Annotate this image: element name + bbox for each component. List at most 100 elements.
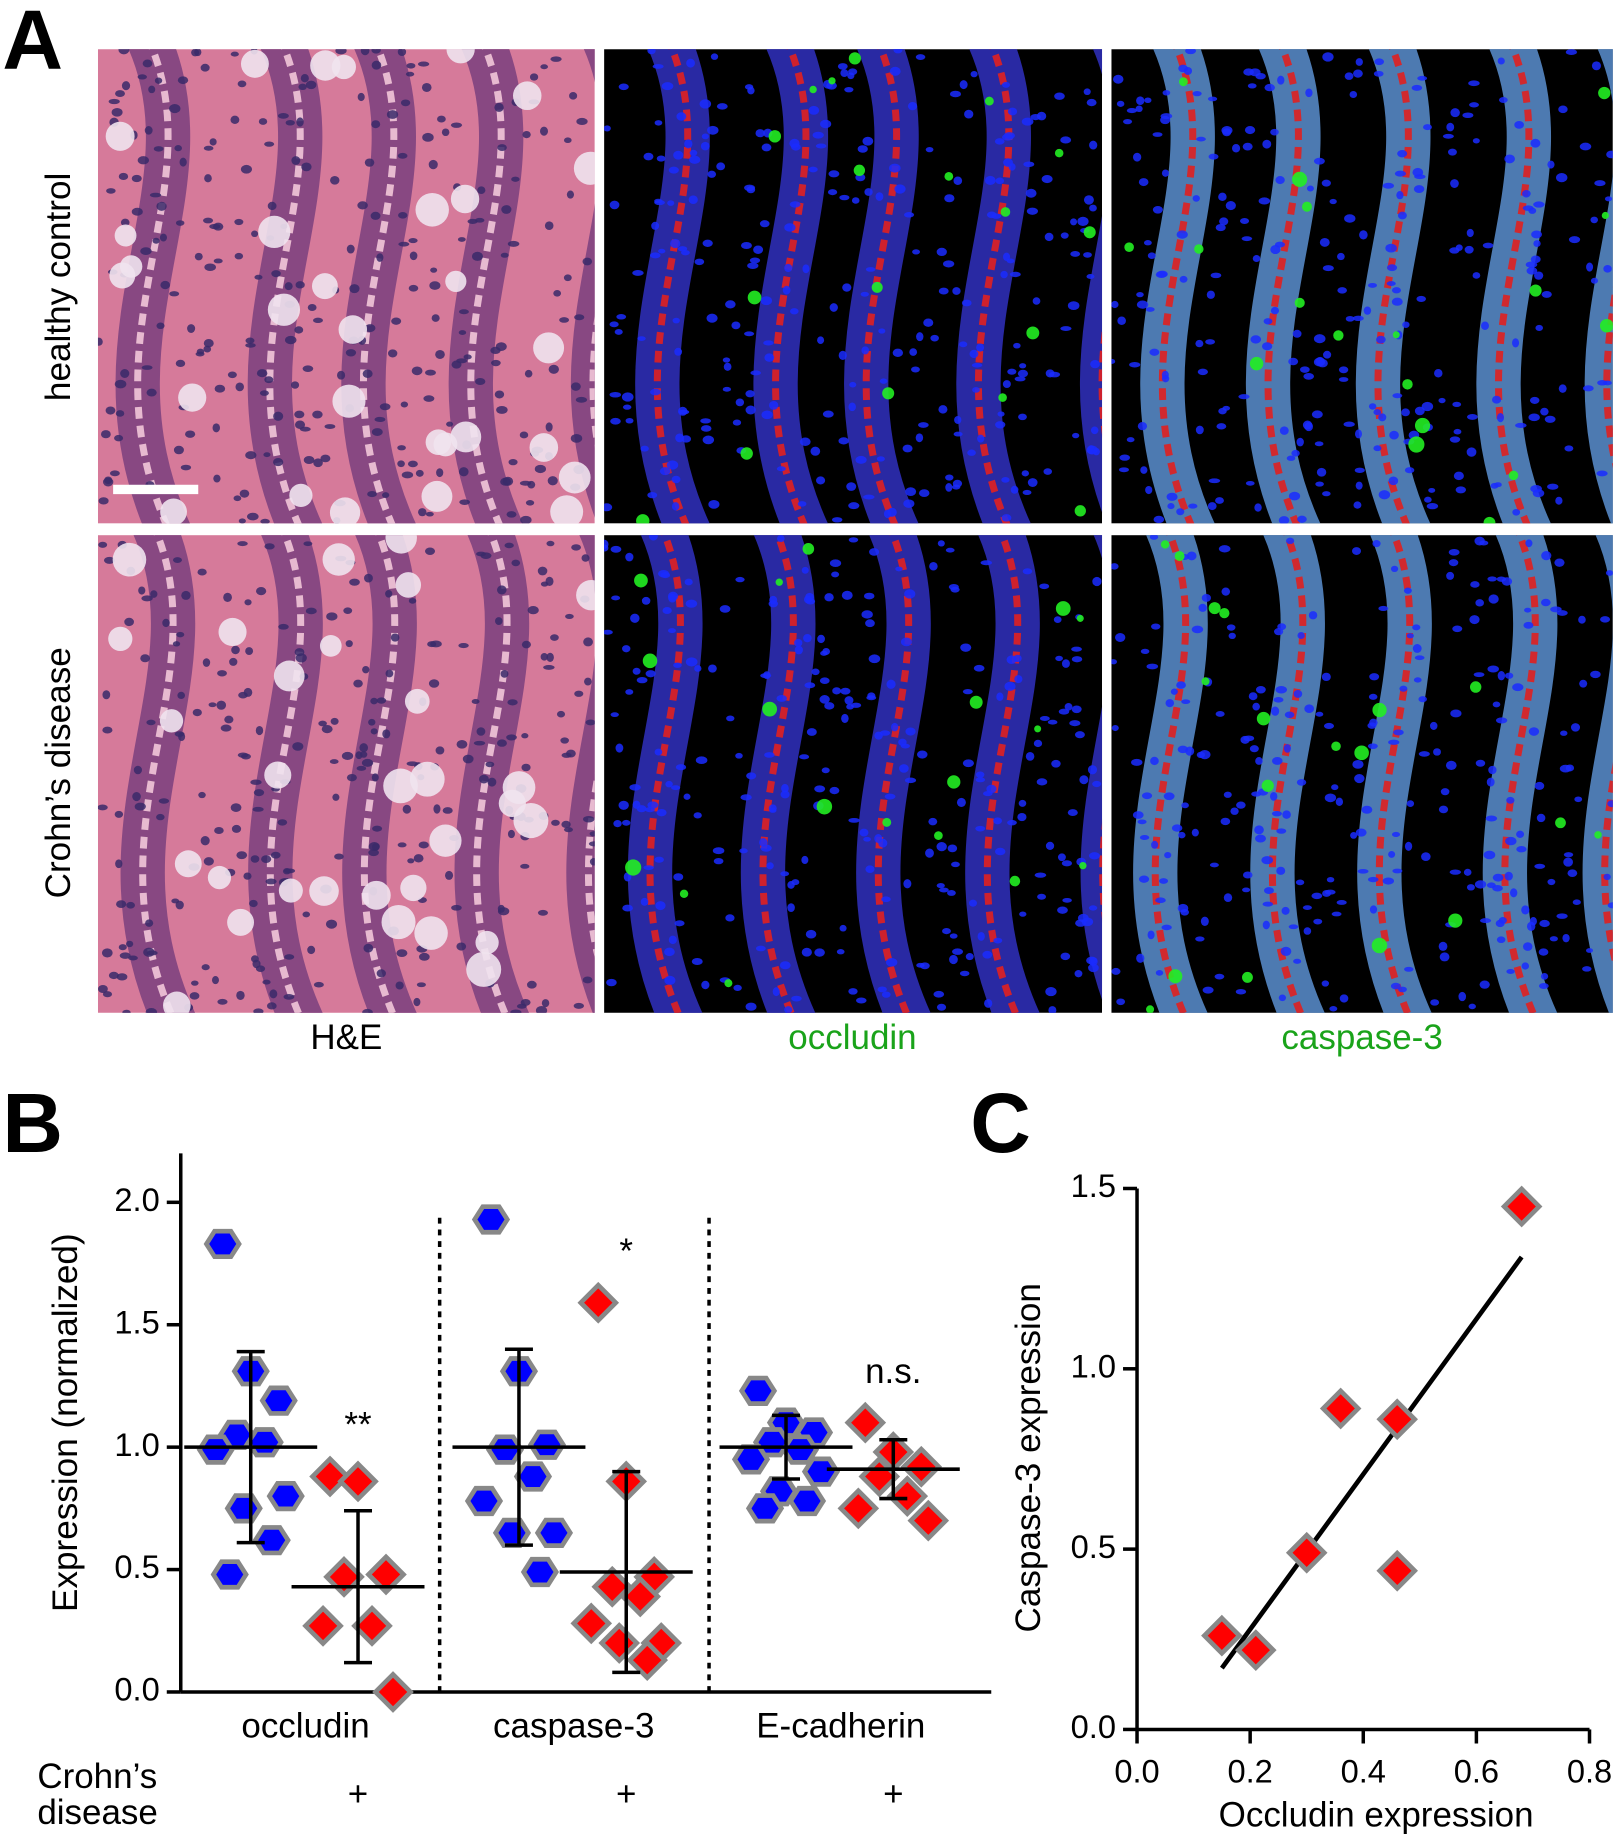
nucleus: [1412, 624, 1421, 631]
nucleus: [1113, 74, 1124, 84]
significance: *: [619, 1232, 633, 1271]
nucleus: [1416, 295, 1426, 302]
cell: [331, 54, 356, 80]
nucleus: [284, 335, 297, 345]
cell: [1201, 677, 1210, 686]
nucleus: [1411, 84, 1423, 91]
nucleus: [700, 425, 712, 432]
nucleus: [780, 871, 790, 877]
nucleus: [1329, 198, 1337, 205]
nucleus: [1603, 265, 1612, 273]
cell: [853, 164, 866, 177]
row-label: healthy control: [39, 173, 78, 401]
nucleus: [141, 365, 153, 370]
cell: [409, 761, 445, 797]
nucleus: [1176, 508, 1185, 516]
cell: [1414, 417, 1431, 434]
nucleus: [1218, 192, 1227, 202]
nucleus: [1504, 871, 1513, 881]
cell: [1249, 356, 1264, 371]
nucleus: [701, 980, 710, 990]
nucleus: [1047, 719, 1058, 725]
nucleus: [1192, 195, 1200, 202]
cell: [1508, 470, 1519, 481]
nucleus: [223, 592, 232, 602]
nucleus: [1004, 681, 1016, 691]
nucleus: [1495, 717, 1508, 724]
nucleus: [408, 238, 418, 244]
crypt-edge: [1268, 535, 1307, 1013]
nucleus: [396, 949, 408, 958]
cell: [400, 874, 427, 902]
nucleus: [102, 690, 111, 700]
nucleus: [839, 924, 847, 932]
nucleus: [273, 411, 284, 421]
nucleus: [1305, 88, 1313, 98]
nucleus: [1067, 301, 1080, 311]
nucleus: [524, 369, 533, 378]
nucleus: [444, 870, 454, 880]
nucleus: [522, 131, 531, 139]
nucleus: [1077, 216, 1089, 226]
nucleus: [406, 761, 419, 767]
nucleus: [1207, 96, 1218, 102]
nucleus: [574, 690, 584, 697]
nucleus: [175, 359, 186, 368]
nucleus: [787, 881, 795, 889]
nucleus: [769, 400, 779, 410]
data-point: [1285, 1531, 1328, 1574]
nucleus: [745, 1002, 757, 1011]
nucleus: [1262, 342, 1273, 351]
nucleus: [1367, 876, 1379, 883]
nucleus: [1196, 136, 1206, 142]
nucleus: [1604, 196, 1613, 202]
nucleus: [1529, 396, 1540, 404]
nucleus: [1505, 836, 1517, 846]
nucleus: [385, 589, 393, 598]
nucleus: [1242, 142, 1253, 151]
nucleus: [563, 274, 572, 282]
nucleus: [146, 719, 156, 726]
nucleus: [1448, 559, 1459, 567]
nucleus: [408, 284, 419, 292]
nucleus: [784, 263, 793, 273]
nucleus: [1215, 223, 1226, 232]
nucleus: [278, 623, 289, 630]
nucleus: [839, 194, 850, 201]
nucleus: [546, 652, 554, 663]
nucleus: [1115, 633, 1126, 642]
nucleus: [689, 155, 701, 164]
nucleus: [613, 820, 622, 828]
nucleus: [1276, 828, 1287, 834]
nucleus: [1060, 326, 1072, 331]
nucleus: [1515, 422, 1527, 428]
nucleus: [511, 559, 521, 567]
data-point: [351, 1604, 393, 1647]
cell: [446, 49, 475, 64]
cell: [1174, 551, 1185, 562]
nucleus: [1178, 831, 1186, 839]
nucleus: [1311, 892, 1323, 900]
nucleus: [844, 696, 854, 705]
cell: [1074, 505, 1086, 517]
nucleus: [237, 752, 249, 758]
nucleus: [604, 629, 613, 635]
nucleus: [1555, 173, 1568, 183]
nucleus: [495, 617, 503, 625]
nucleus: [388, 349, 398, 358]
nucleus: [1151, 840, 1159, 849]
nucleus: [681, 435, 692, 443]
nucleus: [761, 410, 773, 420]
nucleus: [1214, 973, 1225, 980]
nucleus: [179, 157, 187, 167]
nucleus: [1034, 872, 1047, 878]
nucleus: [456, 739, 468, 749]
nucleus: [905, 487, 917, 497]
nucleus: [376, 697, 387, 704]
nucleus: [1536, 813, 1546, 823]
y-tick-label: 2.0: [114, 1181, 159, 1218]
nucleus: [1396, 191, 1404, 200]
significance: n.s.: [865, 1352, 921, 1391]
nucleus: [120, 369, 130, 379]
nucleus: [1300, 366, 1310, 373]
